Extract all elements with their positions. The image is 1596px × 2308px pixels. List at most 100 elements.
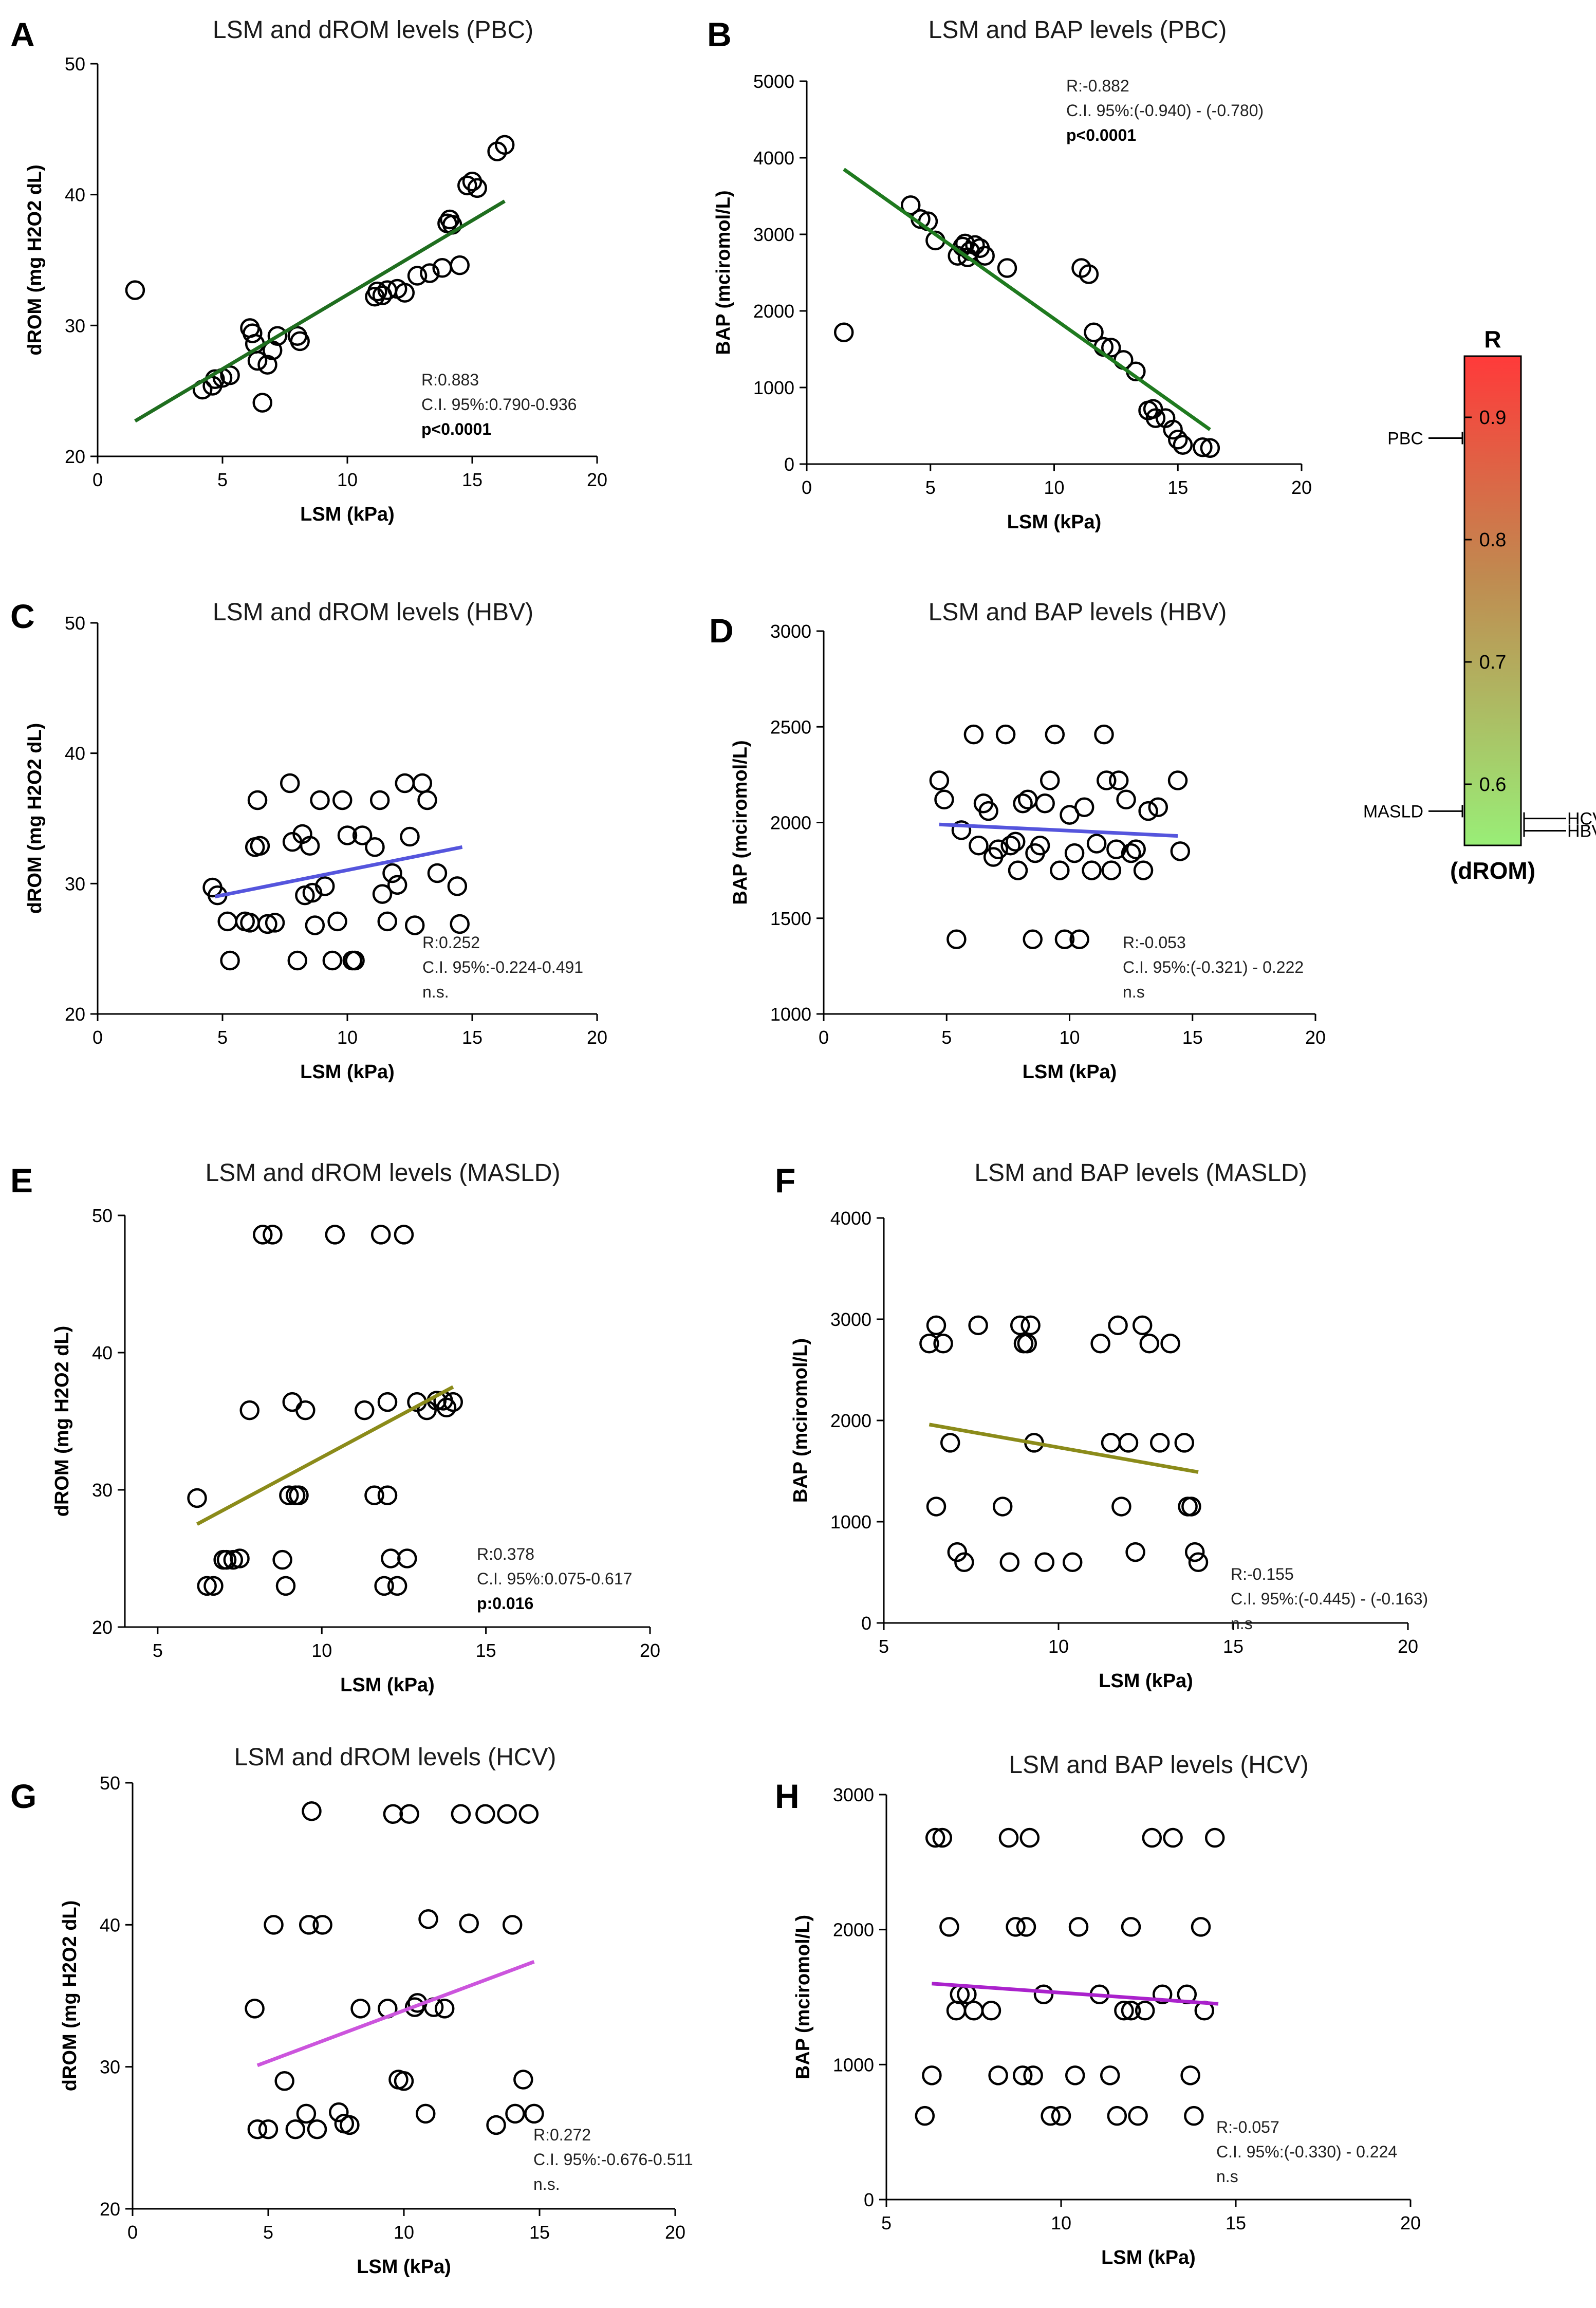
chart-panel-g: G LSM and dROM levels (HCV) 0 5 10 15 20 20 30 40… [10, 1744, 693, 2278]
data-point [395, 773, 415, 793]
data-point [988, 839, 1008, 859]
chart-title: LSM and BAP levels (PBC) [929, 16, 1227, 44]
x-tick-label: 10 [1044, 477, 1064, 498]
panel-letter: H [775, 1777, 800, 1815]
data-point [399, 1804, 419, 1824]
x-tick-label: 20 [1291, 477, 1312, 498]
data-point [988, 2065, 1008, 2085]
data-point [387, 1576, 407, 1596]
data-point [257, 355, 277, 375]
data-point [1005, 832, 1026, 852]
data-point [940, 1433, 960, 1453]
data-point [450, 914, 470, 934]
data-point [1033, 1984, 1054, 2004]
data-point [922, 2065, 942, 2085]
data-point [1168, 430, 1188, 450]
y-tick-label: 0 [864, 2189, 874, 2210]
data-point [929, 770, 950, 790]
stat-annotation: C.I. 95%:-0.676-0.511 [533, 2150, 693, 2169]
stat-annotation: n.s. [422, 983, 449, 1001]
data-point [1133, 860, 1154, 880]
x-tick-label: 0 [802, 477, 812, 498]
x-tick-label: 10 [1059, 1027, 1080, 1048]
data-point [1204, 1827, 1225, 1848]
panel-letter: G [10, 1777, 36, 1815]
x-tick-label: 10 [1051, 2212, 1071, 2233]
y-tick-label: 4000 [753, 147, 794, 169]
y-axis-label: BAP (mciromol/L) [713, 190, 734, 355]
data-point [946, 2001, 967, 2021]
data-point [287, 950, 308, 971]
colorbar-title: R [1484, 326, 1501, 353]
data-point [418, 1909, 438, 1929]
colorbar-gradient [1463, 355, 1522, 846]
data-point [1017, 789, 1038, 810]
data-point [1097, 770, 1117, 790]
data-point [1163, 419, 1183, 440]
data-point [1121, 843, 1141, 863]
y-tick-label: 50 [65, 613, 85, 634]
chart-panel-e: E LSM and dROM levels (MASLD) 5 10 15 20 20 30 4… [10, 1159, 660, 1696]
data-point [387, 875, 407, 895]
data-point [1121, 1917, 1141, 1937]
y-axis-label: BAP (mciromol/L) [790, 1338, 811, 1503]
stat-annotation: C.I. 95%:0.075-0.617 [477, 1570, 632, 1588]
data-point [487, 141, 507, 161]
x-axis-label: LSM (kPa) [340, 1674, 435, 1696]
y-tick-label: 40 [92, 1342, 113, 1363]
colorbar-marker-label: MASLD [1363, 802, 1423, 821]
data-point [1013, 793, 1033, 814]
x-tick-label: 15 [529, 2222, 550, 2243]
stat-annotation: C.I. 95%:(-0.321) - 0.222 [1123, 958, 1304, 976]
data-point [275, 1576, 296, 1596]
x-tick-label: 20 [587, 1027, 607, 1048]
data-point [369, 790, 390, 810]
data-point [370, 1225, 391, 1245]
data-point [197, 1576, 217, 1596]
colorbar-marker-label: HCV [1567, 809, 1596, 829]
data-point [247, 2119, 268, 2139]
data-point [1041, 2106, 1061, 2126]
data-point [394, 1225, 414, 1245]
y-tick-label: 20 [65, 1004, 85, 1025]
data-point [295, 1400, 316, 1420]
data-point [394, 2071, 414, 2091]
x-tick-label: 15 [462, 469, 482, 490]
data-point [1139, 1334, 1160, 1354]
data-point [1170, 841, 1191, 861]
data-point [963, 2001, 984, 2021]
data-point [332, 790, 352, 810]
chart-title: LSM and dROM levels (PBC) [213, 16, 533, 44]
chart-panel-h: H LSM and BAP levels (HCV) 5 10 15 20 0 1000 200… [775, 1751, 1421, 2268]
data-point [381, 1548, 401, 1568]
data-point [1086, 834, 1107, 854]
x-axis-label: LSM (kPa) [300, 1061, 395, 1083]
x-tick-label: 15 [462, 1027, 482, 1048]
y-tick-label: 4000 [830, 1208, 871, 1229]
data-point [340, 2115, 360, 2135]
data-point [1180, 2065, 1200, 2085]
data-point [1184, 1542, 1205, 1562]
data-point [1108, 1315, 1128, 1336]
x-axis-label: LSM (kPa) [300, 504, 395, 525]
data-point [310, 790, 330, 810]
data-point [1163, 1827, 1183, 1848]
panel-letter: D [709, 612, 734, 650]
chart-title: LSM and BAP levels (HBV) [929, 599, 1227, 626]
data-point [1188, 1552, 1209, 1573]
colorbar-tick-label: 0.8 [1479, 529, 1507, 551]
data-point [1181, 1497, 1201, 1517]
data-point [932, 1827, 953, 1848]
data-point [1111, 1497, 1131, 1517]
x-tick-label: 0 [127, 2222, 138, 2243]
data-point [486, 2115, 506, 2135]
data-point [1106, 839, 1126, 859]
data-point [1138, 801, 1158, 821]
data-point [247, 350, 268, 371]
data-point [1193, 437, 1213, 457]
data-point [263, 1225, 283, 1245]
data-point [272, 1549, 292, 1570]
data-point [1149, 1433, 1170, 1453]
data-point [302, 882, 323, 903]
y-tick-label: 1000 [833, 2054, 874, 2075]
